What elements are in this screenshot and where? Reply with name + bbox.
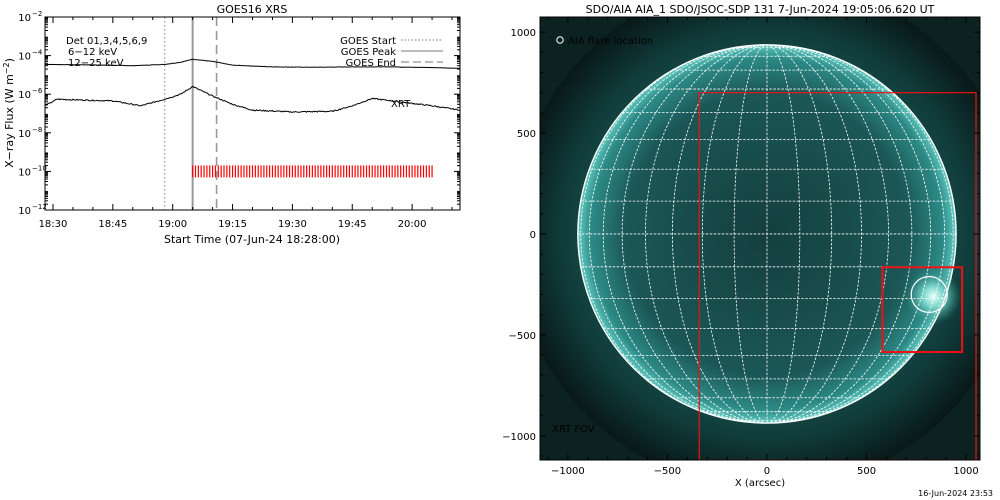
flux-series-1 xyxy=(45,85,460,114)
grid-meridian xyxy=(766,44,833,424)
y-tick-label: 10 xyxy=(18,13,31,24)
xrt-observation-ticks xyxy=(192,165,433,178)
img-y-tick-label: −1000 xyxy=(502,432,536,443)
y-tick-label: 10 xyxy=(18,90,31,101)
ylabel-exponent: −2 xyxy=(2,62,11,74)
footer-timestamp: 16-Jun-2024 23:53 xyxy=(918,489,993,498)
y-tick-exponent: −6 xyxy=(32,87,43,95)
y-tick-label: 10 xyxy=(18,52,31,63)
y-tick-exponent: −12 xyxy=(32,203,47,211)
detectors-label: Det 01,3,4,5,6,9 xyxy=(66,36,147,47)
ylabel-close: ) xyxy=(3,58,16,62)
img-y-tick-label: 0 xyxy=(530,230,536,241)
img-y-tick-label: 1000 xyxy=(511,28,536,39)
xrt-label: XRT xyxy=(391,99,411,110)
x-tick-label: 19:30 xyxy=(278,219,307,230)
y-tick-exponent: −2 xyxy=(32,10,42,18)
legend-goes-end: GOES End xyxy=(346,58,396,69)
flare-roi-box xyxy=(881,266,964,354)
grid-meridian xyxy=(671,44,768,424)
grid-meridian xyxy=(766,44,862,424)
flux-series-0 xyxy=(45,58,460,69)
img-x-tick-label: −1000 xyxy=(551,466,585,477)
grid-meridian xyxy=(766,44,889,424)
aia-axes-frame xyxy=(539,16,981,461)
svg-text:X−ray Flux (W m−2): X−ray Flux (W m−2) xyxy=(2,58,16,168)
grid-meridian xyxy=(766,44,946,424)
flare-legend-marker xyxy=(556,36,564,44)
aia-xlabel: X (arcsec) xyxy=(735,478,785,489)
img-x-tick-label: −500 xyxy=(654,466,681,477)
lightcurve-series xyxy=(45,58,460,114)
img-y-tick-label: 500 xyxy=(517,129,536,140)
y-tick-label: 10 xyxy=(18,129,31,140)
energy-band-low: 6−12 keV xyxy=(68,47,117,58)
y-tick-exponent: −4 xyxy=(32,49,43,57)
heliographic-grid xyxy=(577,44,957,424)
ylabel-base: X−ray Flux (W m xyxy=(3,74,16,168)
y-tick-label: 10 xyxy=(18,167,31,178)
x-tick-label: 19:45 xyxy=(338,219,367,230)
xrt-fov-label: XRT FOV xyxy=(552,424,595,435)
img-x-tick-label: 1000 xyxy=(953,466,978,477)
aia-title: SDO/AIA AIA_1 SDO/JSOC-SDP 131 7-Jun-202… xyxy=(586,3,935,16)
lightcurve-ylabel: X−ray Flux (W m−2) xyxy=(2,58,16,168)
aia-image-panel: SDO/AIA AIA_1 SDO/JSOC-SDP 131 7-Jun-202… xyxy=(502,3,981,489)
x-tick-label: 20:00 xyxy=(398,219,427,230)
img-x-tick-label: 500 xyxy=(857,466,876,477)
flare-location-circle xyxy=(910,275,948,314)
lightcurve-vertical-markers xyxy=(164,17,218,210)
legend-goes-start: GOES Start xyxy=(340,36,396,47)
y-tick-exponent: −8 xyxy=(32,126,42,134)
lightcurve-panel: GOES16 XRS 18:30 18:45 19:00 19:15 19:30 19:4… xyxy=(2,3,461,246)
y-tick-label: 10 xyxy=(18,206,31,217)
x-tick-label: 19:00 xyxy=(158,219,187,230)
grid-meridian xyxy=(766,44,954,424)
y-tick-exponent: −10 xyxy=(32,164,47,172)
solar-limb xyxy=(577,44,957,424)
lightcurve-xlabel: Start Time (07-Jun-24 18:28:00) xyxy=(164,233,340,246)
img-x-tick-label: 0 xyxy=(764,466,770,477)
img-y-tick-label: −500 xyxy=(509,331,536,342)
lightcurve-title: GOES16 XRS xyxy=(217,3,288,16)
lightcurve-legend: GOES Start GOES Peak GOES End xyxy=(340,36,443,69)
x-tick-label: 18:45 xyxy=(98,219,127,230)
x-tick-label: 18:30 xyxy=(39,219,68,230)
grid-meridian xyxy=(766,44,913,424)
energy-band-high: 12−25 keV xyxy=(68,58,124,69)
legend-goes-peak: GOES Peak xyxy=(341,47,396,58)
x-tick-label: 19:15 xyxy=(218,219,247,230)
aia-axes: −1000 −500 0 500 1000 1000 500 0 −500 −1000 xyxy=(502,17,980,477)
flare-legend-label: AIA flare location xyxy=(568,36,653,47)
